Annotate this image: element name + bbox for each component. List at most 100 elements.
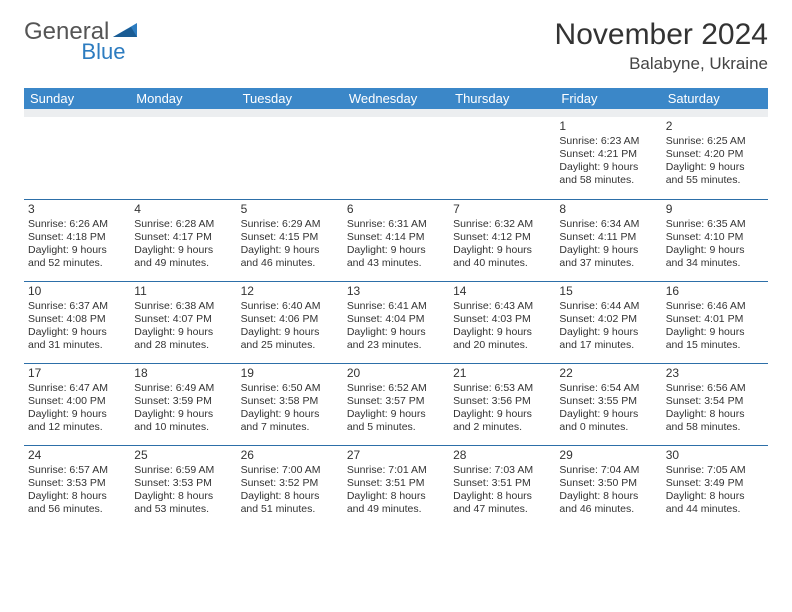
day-day2: and 12 minutes. (28, 421, 126, 434)
day-sunrise: Sunrise: 6:40 AM (241, 300, 339, 313)
day-cell: 6Sunrise: 6:31 AMSunset: 4:14 PMDaylight… (343, 199, 449, 281)
day-day2: and 17 minutes. (559, 339, 657, 352)
day-number: 16 (666, 284, 764, 299)
day-number: 4 (134, 202, 232, 217)
day-number: 24 (28, 448, 126, 463)
day-sunset: Sunset: 4:08 PM (28, 313, 126, 326)
day-number: 10 (28, 284, 126, 299)
day-cell: 12Sunrise: 6:40 AMSunset: 4:06 PMDayligh… (237, 281, 343, 363)
day-day2: and 7 minutes. (241, 421, 339, 434)
day-day1: Daylight: 8 hours (347, 490, 445, 503)
day-day2: and 58 minutes. (666, 421, 764, 434)
day-cell: 7Sunrise: 6:32 AMSunset: 4:12 PMDaylight… (449, 199, 555, 281)
day-cell: 25Sunrise: 6:59 AMSunset: 3:53 PMDayligh… (130, 445, 236, 527)
day-day2: and 55 minutes. (666, 174, 764, 187)
month-title: November 2024 (555, 18, 768, 52)
day-number: 6 (347, 202, 445, 217)
day-cell: 16Sunrise: 6:46 AMSunset: 4:01 PMDayligh… (662, 281, 768, 363)
day-day1: Daylight: 9 hours (559, 161, 657, 174)
day-day1: Daylight: 9 hours (241, 244, 339, 257)
day-sunrise: Sunrise: 6:44 AM (559, 300, 657, 313)
day-number: 17 (28, 366, 126, 381)
day-day1: Daylight: 9 hours (347, 408, 445, 421)
day-sunset: Sunset: 4:06 PM (241, 313, 339, 326)
day-sunrise: Sunrise: 6:41 AM (347, 300, 445, 313)
day-sunrise: Sunrise: 6:23 AM (559, 135, 657, 148)
day-number: 2 (666, 119, 764, 134)
day-day2: and 23 minutes. (347, 339, 445, 352)
day-sunset: Sunset: 4:10 PM (666, 231, 764, 244)
day-sunrise: Sunrise: 6:25 AM (666, 135, 764, 148)
day-day2: and 46 minutes. (241, 257, 339, 270)
day-day2: and 37 minutes. (559, 257, 657, 270)
day-cell: 2Sunrise: 6:25 AMSunset: 4:20 PMDaylight… (662, 117, 768, 199)
day-sunrise: Sunrise: 6:56 AM (666, 382, 764, 395)
day-cell: 13Sunrise: 6:41 AMSunset: 4:04 PMDayligh… (343, 281, 449, 363)
day-day2: and 34 minutes. (666, 257, 764, 270)
day-number: 28 (453, 448, 551, 463)
day-number: 9 (666, 202, 764, 217)
day-sunset: Sunset: 4:00 PM (28, 395, 126, 408)
day-day1: Daylight: 9 hours (666, 244, 764, 257)
day-cell: 15Sunrise: 6:44 AMSunset: 4:02 PMDayligh… (555, 281, 661, 363)
day-day1: Daylight: 9 hours (666, 326, 764, 339)
day-cell: 14Sunrise: 6:43 AMSunset: 4:03 PMDayligh… (449, 281, 555, 363)
day-sunset: Sunset: 3:53 PM (134, 477, 232, 490)
day-day2: and 51 minutes. (241, 503, 339, 516)
day-sunset: Sunset: 4:17 PM (134, 231, 232, 244)
day-day1: Daylight: 9 hours (134, 326, 232, 339)
day-sunset: Sunset: 3:51 PM (347, 477, 445, 490)
week-row: 10Sunrise: 6:37 AMSunset: 4:08 PM Dayligh… (24, 281, 768, 363)
day-cell: 28Sunrise: 7:03 AMSunset: 3:51 PMDayligh… (449, 445, 555, 527)
day-number: 13 (347, 284, 445, 299)
title-block: November 2024 Balabyne, Ukraine (555, 18, 768, 74)
day-day1: Daylight: 8 hours (134, 490, 232, 503)
day-cell: 23Sunrise: 6:56 AMSunset: 3:54 PMDayligh… (662, 363, 768, 445)
day-sunset: Sunset: 3:50 PM (559, 477, 657, 490)
day-day1: Daylight: 8 hours (241, 490, 339, 503)
day-cell: 20Sunrise: 6:52 AMSunset: 3:57 PMDayligh… (343, 363, 449, 445)
day-cell: 18Sunrise: 6:49 AMSunset: 3:59 PMDayligh… (130, 363, 236, 445)
day-day1: Daylight: 9 hours (28, 408, 126, 421)
day-cell: 11Sunrise: 6:38 AMSunset: 4:07 PMDayligh… (130, 281, 236, 363)
day-sunrise: Sunrise: 6:32 AM (453, 218, 551, 231)
day-number: 11 (134, 284, 232, 299)
day-sunrise: Sunrise: 6:29 AM (241, 218, 339, 231)
day-day2: and 56 minutes. (28, 503, 126, 516)
week-row: 1Sunrise: 6:23 AMSunset: 4:21 PMDaylight… (24, 117, 768, 199)
day-sunrise: Sunrise: 6:59 AM (134, 464, 232, 477)
day-day1: Daylight: 8 hours (28, 490, 126, 503)
day-day1: Daylight: 9 hours (559, 244, 657, 257)
day-cell: 10Sunrise: 6:37 AMSunset: 4:08 PMDayligh… (24, 281, 130, 363)
day-cell: 27Sunrise: 7:01 AMSunset: 3:51 PMDayligh… (343, 445, 449, 527)
day-sunset: Sunset: 4:15 PM (241, 231, 339, 244)
col-friday: Friday (555, 88, 661, 109)
day-cell: 17Sunrise: 6:47 AMSunset: 4:00 PMDayligh… (24, 363, 130, 445)
day-day2: and 31 minutes. (28, 339, 126, 352)
day-cell: 19Sunrise: 6:50 AMSunset: 3:58 PMDayligh… (237, 363, 343, 445)
day-number: 21 (453, 366, 551, 381)
day-sunrise: Sunrise: 6:37 AM (28, 300, 126, 313)
day-day1: Daylight: 9 hours (241, 408, 339, 421)
day-number: 23 (666, 366, 764, 381)
day-day2: and 49 minutes. (134, 257, 232, 270)
day-sunrise: Sunrise: 6:53 AM (453, 382, 551, 395)
day-cell: 9Sunrise: 6:35 AMSunset: 4:10 PMDaylight… (662, 199, 768, 281)
day-number: 15 (559, 284, 657, 299)
day-day2: and 15 minutes. (666, 339, 764, 352)
day-day1: Daylight: 9 hours (559, 408, 657, 421)
day-sunset: Sunset: 3:52 PM (241, 477, 339, 490)
day-day2: and 20 minutes. (453, 339, 551, 352)
day-day2: and 10 minutes. (134, 421, 232, 434)
day-sunrise: Sunrise: 7:03 AM (453, 464, 551, 477)
day-number: 7 (453, 202, 551, 217)
day-sunset: Sunset: 4:21 PM (559, 148, 657, 161)
day-day2: and 43 minutes. (347, 257, 445, 270)
location-label: Balabyne, Ukraine (555, 54, 768, 74)
brand-part2: Blue (81, 39, 125, 65)
day-sunset: Sunset: 4:14 PM (347, 231, 445, 244)
day-day1: Daylight: 9 hours (134, 244, 232, 257)
day-day1: Daylight: 9 hours (28, 244, 126, 257)
day-sunset: Sunset: 3:55 PM (559, 395, 657, 408)
day-day2: and 40 minutes. (453, 257, 551, 270)
